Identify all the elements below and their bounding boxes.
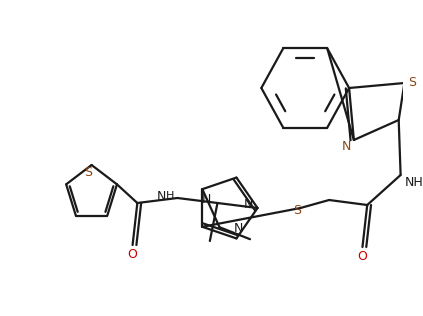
Text: S: S (84, 167, 92, 179)
Text: N: N (341, 139, 351, 153)
Text: NH: NH (404, 177, 423, 190)
Text: N: N (201, 193, 211, 206)
Text: S: S (408, 76, 416, 89)
Text: O: O (357, 251, 368, 264)
Text: N: N (243, 198, 253, 210)
Text: O: O (128, 248, 137, 262)
Text: N: N (233, 222, 243, 235)
Text: N: N (157, 190, 166, 203)
Text: H: H (166, 191, 175, 201)
Text: S: S (293, 204, 301, 217)
